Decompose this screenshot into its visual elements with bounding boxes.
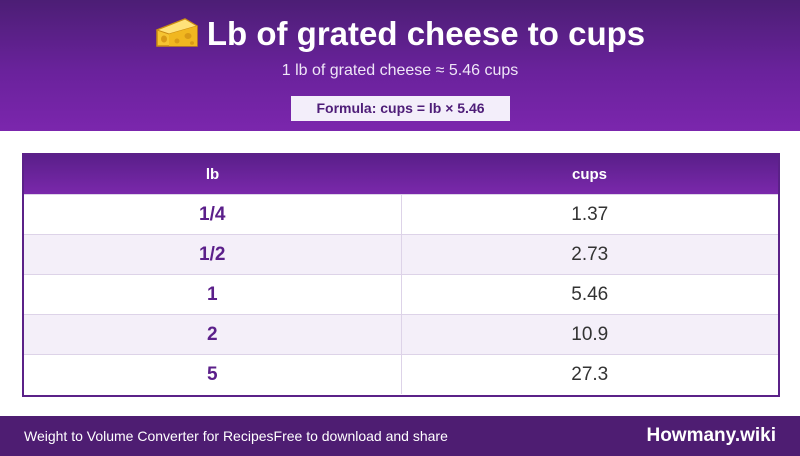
cell-cups: 27.3 bbox=[401, 353, 778, 394]
page-title-text: Lb of grated cheese to cups bbox=[206, 15, 646, 52]
conversion-table-container: lb cups 1/4 1.37 1/2 2.73 1 5.46 2 bbox=[22, 153, 780, 397]
table-row: 5 27.3 bbox=[24, 353, 778, 394]
formula-badge: Formula: cups = lb × 5.46 bbox=[291, 96, 510, 121]
footer-caption: Weight to Volume Converter for RecipesFr… bbox=[24, 416, 448, 456]
table-row: 1 5.46 bbox=[24, 273, 778, 314]
cell-cups: 1.37 bbox=[401, 193, 778, 234]
table-row: 1/2 2.73 bbox=[24, 233, 778, 274]
table-row: 1/4 1.37 bbox=[24, 193, 778, 234]
header-banner: Lb of grated cheese to cups 1 lb of grat… bbox=[0, 0, 800, 131]
footer-share-note: Free to download and share bbox=[273, 428, 448, 444]
column-header-cups: cups bbox=[571, 165, 607, 183]
table-row: 2 10.9 bbox=[24, 313, 778, 354]
brand-logo-text[interactable]: Howmany.wiki bbox=[646, 425, 776, 446]
cheese-wedge-icon bbox=[155, 18, 199, 47]
cell-cups: 2.73 bbox=[401, 233, 778, 274]
cell-lb: 2 bbox=[24, 313, 402, 354]
table-header-row: lb cups bbox=[24, 155, 778, 194]
conversion-summary: 1 lb of grated cheese ≈ 5.46 cups bbox=[281, 62, 519, 79]
cell-lb: 5 bbox=[24, 353, 402, 394]
cell-lb: 1 bbox=[24, 273, 402, 314]
cell-lb: 1/2 bbox=[24, 233, 402, 274]
page-title: Lb of grated cheese to cups bbox=[0, 14, 800, 54]
footer-bar: Weight to Volume Converter for RecipesFr… bbox=[0, 416, 800, 456]
cell-lb: 1/4 bbox=[24, 193, 402, 234]
footer-app-name: Weight to Volume Converter for Recipes bbox=[24, 428, 274, 444]
cell-cups: 10.9 bbox=[401, 313, 778, 354]
cell-cups: 5.46 bbox=[401, 273, 778, 314]
column-header-lb: lb bbox=[205, 165, 220, 183]
conversion-table: lb cups 1/4 1.37 1/2 2.73 1 5.46 2 bbox=[24, 155, 778, 394]
